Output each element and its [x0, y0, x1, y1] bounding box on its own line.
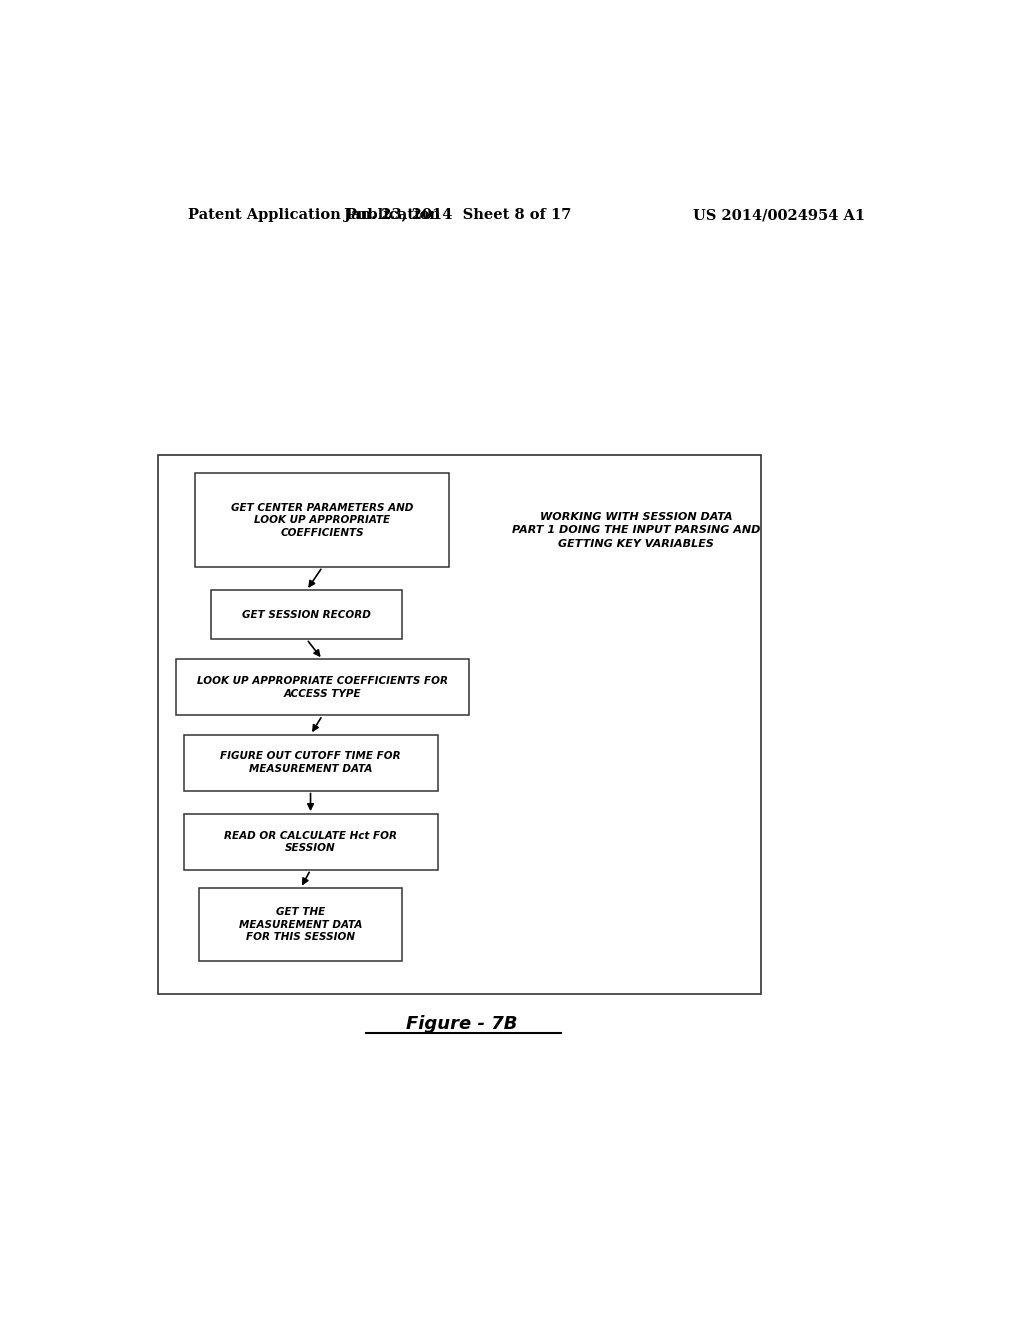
Text: GET SESSION RECORD: GET SESSION RECORD: [242, 610, 371, 620]
Bar: [176, 660, 469, 715]
Bar: [158, 455, 761, 994]
Text: Figure - 7B: Figure - 7B: [406, 1015, 517, 1034]
Bar: [196, 474, 450, 568]
Bar: [183, 814, 437, 870]
Text: Patent Application Publication: Patent Application Publication: [187, 209, 439, 222]
Text: Jan. 23, 2014  Sheet 8 of 17: Jan. 23, 2014 Sheet 8 of 17: [344, 209, 571, 222]
Text: READ OR CALCULATE Hct FOR
SESSION: READ OR CALCULATE Hct FOR SESSION: [224, 830, 397, 853]
Text: WORKING WITH SESSION DATA
PART 1 DOING THE INPUT PARSING AND
GETTING KEY VARIABL: WORKING WITH SESSION DATA PART 1 DOING T…: [512, 512, 760, 549]
Text: FIGURE OUT CUTOFF TIME FOR
MEASUREMENT DATA: FIGURE OUT CUTOFF TIME FOR MEASUREMENT D…: [220, 751, 400, 774]
Text: GET THE
MEASUREMENT DATA
FOR THIS SESSION: GET THE MEASUREMENT DATA FOR THIS SESSIO…: [239, 907, 362, 942]
Text: GET CENTER PARAMETERS AND
LOOK UP APPROPRIATE
COEFFICIENTS: GET CENTER PARAMETERS AND LOOK UP APPROP…: [231, 503, 414, 537]
Bar: [183, 735, 437, 791]
Text: LOOK UP APPROPRIATE COEFFICIENTS FOR
ACCESS TYPE: LOOK UP APPROPRIATE COEFFICIENTS FOR ACC…: [197, 676, 447, 698]
Text: US 2014/0024954 A1: US 2014/0024954 A1: [692, 209, 865, 222]
Bar: [211, 590, 401, 639]
Bar: [200, 888, 401, 961]
